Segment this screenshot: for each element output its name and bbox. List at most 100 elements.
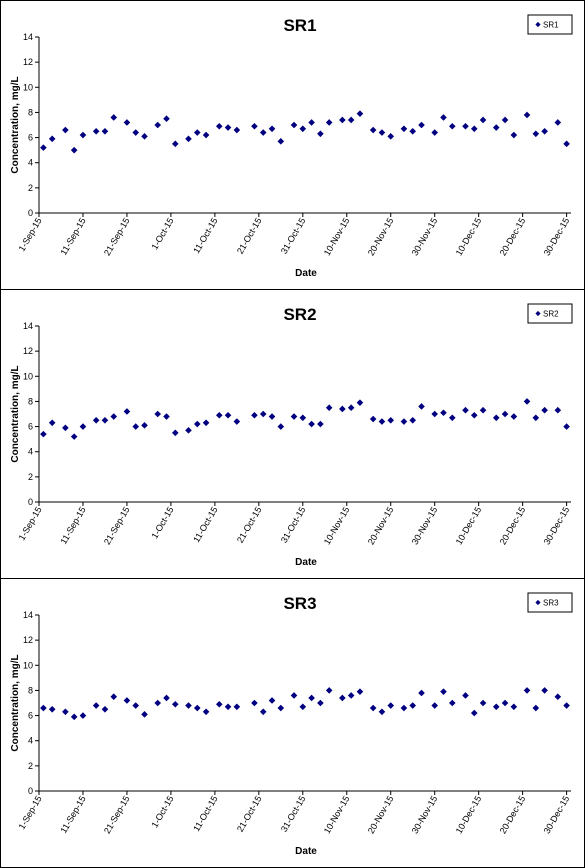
data-point — [325, 404, 333, 412]
x-tick-label: 21-Sep-15 — [102, 216, 132, 257]
y-tick-label: 2 — [28, 183, 33, 193]
data-point — [224, 703, 232, 711]
y-tick-label: 0 — [28, 208, 33, 218]
data-point — [40, 704, 47, 712]
data-point — [290, 121, 298, 129]
data-point — [317, 130, 324, 138]
data-point — [259, 129, 267, 136]
data-point — [154, 699, 162, 707]
data-point — [462, 122, 469, 130]
x-tick-label: 20-Dec-15 — [498, 505, 528, 546]
data-point — [154, 410, 162, 418]
x-tick-label: 31-Oct-15 — [279, 794, 308, 834]
x-tick-label: 11-Sep-15 — [58, 505, 87, 546]
y-axis-title: Concentration, mg/L — [10, 76, 21, 173]
x-tick-label: 10-Nov-15 — [322, 505, 352, 546]
x-tick-label: 21-Oct-15 — [235, 216, 264, 256]
x-tick-label: 30-Nov-15 — [410, 505, 440, 546]
data-point — [479, 699, 487, 707]
chart-svg-sr1: SR1 0 2 4 6 8 10 12 14 1-Sep-15 11-Sep-15 21-Sep-15… — [10, 14, 573, 279]
chart-panel-sr2: SR2 0 2 4 6 8 10 12 14 1-Sep-15 11-Sep-15 21-Sep-15… — [0, 289, 585, 579]
y-tick-label: 10 — [23, 82, 33, 92]
data-point — [448, 699, 456, 707]
data-point — [110, 114, 118, 121]
y-tick-label: 8 — [28, 107, 33, 117]
data-point — [440, 114, 447, 121]
data-point — [387, 416, 395, 424]
y-tick-label: 6 — [28, 711, 33, 721]
data-point — [154, 121, 162, 129]
data-point — [347, 116, 355, 124]
data-point — [400, 418, 408, 425]
data-point — [62, 424, 69, 432]
data-point — [369, 704, 377, 712]
data-point — [132, 129, 140, 136]
data-point — [299, 703, 307, 711]
data-point — [339, 405, 346, 413]
x-tick-label: 11-Oct-15 — [191, 794, 219, 833]
data-point — [141, 133, 148, 140]
data-point — [501, 410, 509, 418]
legend-marker — [535, 310, 541, 317]
y-tick-label: 12 — [23, 635, 33, 645]
data-point — [202, 131, 210, 139]
y-tick-label: 12 — [23, 346, 33, 356]
data-point — [308, 119, 315, 126]
data-point — [532, 704, 540, 712]
data-point — [123, 697, 131, 704]
x-tick-label: 20-Dec-15 — [498, 216, 528, 257]
data-point — [462, 406, 469, 414]
data-point — [492, 414, 500, 422]
data-point — [400, 704, 408, 712]
data-point — [431, 410, 439, 418]
data-point — [268, 125, 276, 133]
chart-panel-sr1: SR1 0 2 4 6 8 10 12 14 1-Sep-15 11-Sep-15 21-Sep-15… — [0, 0, 585, 290]
data-point — [224, 124, 232, 131]
data-point — [418, 121, 425, 129]
x-tick-label: 21-Sep-15 — [102, 794, 132, 835]
x-tick-label: 31-Oct-15 — [279, 505, 308, 545]
data-point — [110, 693, 118, 701]
data-point — [347, 692, 355, 699]
data-point — [523, 398, 531, 405]
data-point — [233, 418, 241, 425]
data-point — [339, 694, 346, 702]
y-tick-label: 10 — [23, 660, 33, 670]
data-point — [290, 692, 298, 699]
x-tick-label: 1-Oct-15 — [149, 505, 175, 540]
data-point — [492, 703, 500, 711]
data-point — [308, 694, 315, 702]
data-point — [369, 415, 377, 423]
x-tick-label: 1-Oct-15 — [149, 216, 175, 251]
y-axis-title: Concentration, mg/L — [10, 654, 21, 751]
data-point — [523, 111, 531, 119]
data-point — [215, 122, 223, 130]
legend-label: SR2 — [543, 310, 559, 319]
data-point — [431, 702, 439, 709]
data-point — [440, 409, 447, 417]
chart-svg-sr2: SR2 0 2 4 6 8 10 12 14 1-Sep-15 11-Sep-15 21-Sep-15… — [10, 303, 573, 568]
data-point — [101, 705, 109, 713]
data-point — [409, 127, 417, 135]
legend-marker — [535, 599, 541, 606]
data-point — [510, 413, 518, 420]
x-tick-label: 30-Nov-15 — [410, 794, 440, 835]
data-point — [193, 704, 201, 712]
x-tick-label: 20-Nov-15 — [366, 794, 396, 835]
x-tick-label: 11-Oct-15 — [191, 505, 219, 544]
data-point — [532, 130, 540, 138]
x-axis-title: Date — [295, 846, 317, 857]
data-point — [163, 413, 170, 420]
data-point — [387, 133, 395, 140]
data-point — [48, 705, 56, 713]
data-point — [185, 702, 192, 709]
data-point — [171, 429, 179, 437]
data-point — [224, 411, 232, 419]
y-tick-label: 2 — [28, 472, 33, 482]
data-point — [308, 420, 315, 428]
data-point — [277, 704, 285, 712]
x-tick-label: 21-Oct-15 — [235, 794, 264, 834]
y-axis-title: Concentration, mg/L — [10, 365, 21, 462]
chart-title: SR1 — [283, 16, 316, 35]
